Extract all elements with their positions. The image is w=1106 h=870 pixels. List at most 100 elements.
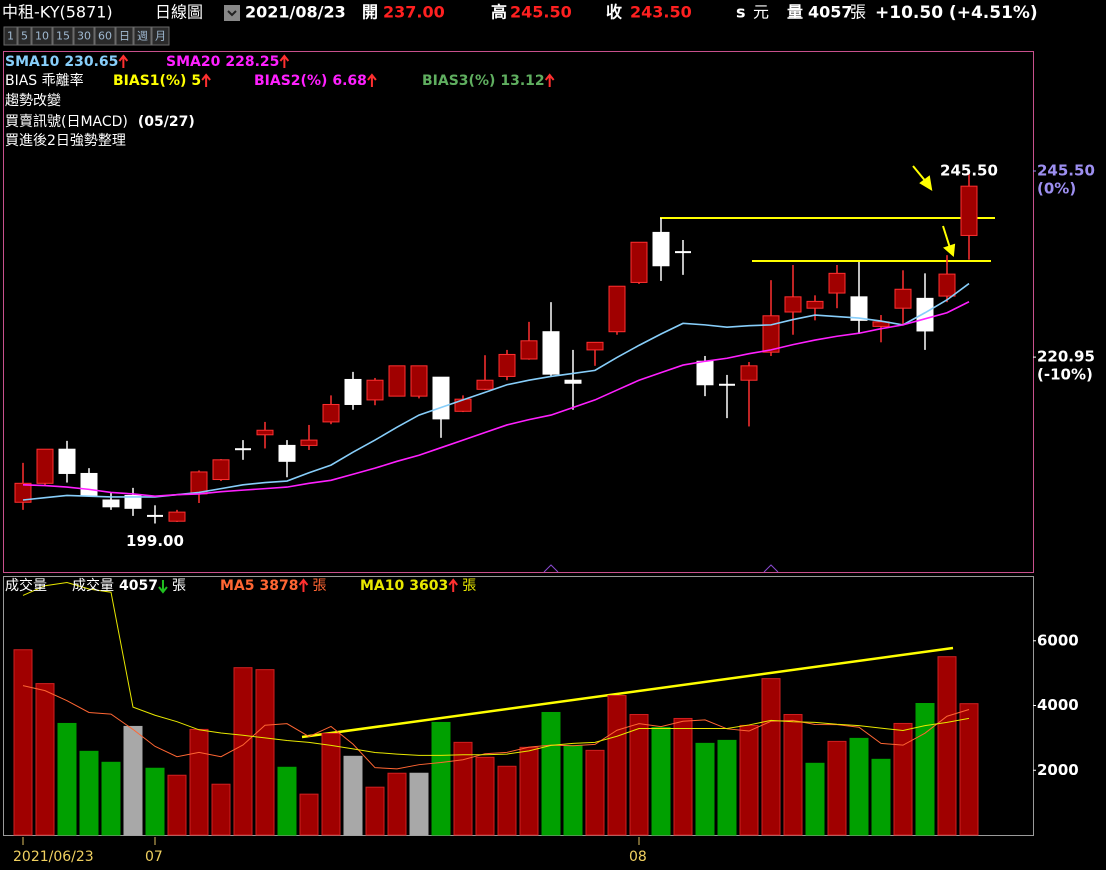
bias-label: BIAS2(%) <box>254 73 327 89</box>
x-tick-label: 08 <box>629 849 647 865</box>
up-arrow-icon <box>367 73 377 87</box>
up-arrow-icon <box>201 73 211 87</box>
y-tick-label: 245.50 <box>1037 162 1095 180</box>
volume-bar <box>123 725 143 836</box>
period-button[interactable] <box>133 26 152 46</box>
period-button[interactable] <box>17 26 32 46</box>
volume-bar <box>893 722 913 836</box>
volume-average-line <box>22 581 970 756</box>
volume-bar <box>563 744 583 836</box>
volume-trend-line <box>301 646 954 739</box>
x-tick-label: 2021/06/23 <box>13 849 94 865</box>
arrow-shaft <box>942 225 951 249</box>
up-arrow-icon <box>298 578 309 592</box>
signal-caret <box>543 564 779 573</box>
period-button-label[interactable]: 30 <box>77 30 91 43</box>
candle-body <box>322 403 340 423</box>
candle-body <box>806 300 824 309</box>
legend-value: 3603 <box>409 578 448 594</box>
period-button-label[interactable]: 1 <box>7 30 14 43</box>
volume-bar <box>365 786 385 836</box>
period-button-label[interactable]: 15 <box>56 30 70 43</box>
candle-body <box>762 315 780 353</box>
up-arrow-icon <box>544 73 555 87</box>
candle-body <box>278 444 296 462</box>
volume-label: 量 <box>787 3 803 22</box>
dropdown-box[interactable] <box>224 5 240 21</box>
period-button[interactable] <box>52 26 74 46</box>
candle-body <box>938 273 956 297</box>
volume-value: 4057 <box>808 3 853 22</box>
volume-bar <box>475 756 495 836</box>
period-button-label[interactable]: 60 <box>98 30 112 43</box>
volume-bar <box>827 740 847 836</box>
candle-body <box>564 379 582 384</box>
period-button[interactable] <box>3 26 18 46</box>
high-label: 高 <box>491 3 507 22</box>
volume-bar <box>849 737 869 836</box>
bias-value: 5 <box>191 73 201 89</box>
volume-title: 成交量 <box>5 577 47 594</box>
y-tick-label: 6000 <box>1037 631 1079 649</box>
volume-bar <box>651 726 671 836</box>
up-arrow-icon <box>448 578 458 592</box>
volume-bar <box>959 703 979 836</box>
candle-body <box>542 331 560 375</box>
volume-bar <box>409 772 429 836</box>
low-annotation: 199.00 <box>126 532 184 550</box>
period-button-label[interactable]: 5 <box>21 30 28 43</box>
volume-bar <box>277 766 297 836</box>
legend-name: SMA20 <box>166 54 221 70</box>
candle-body <box>366 379 384 401</box>
bias-value: 13.12 <box>500 73 544 89</box>
period-button[interactable] <box>151 26 170 46</box>
period-dropdown[interactable] <box>224 5 240 21</box>
candle-body <box>916 297 934 332</box>
period-button[interactable] <box>31 26 53 46</box>
volume-bar <box>211 783 231 836</box>
volume-bar <box>673 717 693 836</box>
volume-bar <box>79 750 99 836</box>
y-tick-label: 2000 <box>1037 761 1079 779</box>
volume-bar <box>453 741 473 836</box>
volume-bar <box>871 758 891 836</box>
period: 日線圖 <box>155 3 203 22</box>
up-arrow-icon <box>279 54 290 68</box>
bias-value: 6.68 <box>332 73 367 89</box>
legend-name: MA5 <box>220 578 255 594</box>
candle-body <box>960 185 978 236</box>
volume-bar <box>783 713 803 836</box>
open-label: 開 <box>362 3 378 22</box>
volume-bar <box>167 774 187 836</box>
volume-bar <box>805 762 825 836</box>
period-button[interactable] <box>94 26 116 46</box>
period-button[interactable] <box>73 26 95 46</box>
candle-body <box>740 365 758 381</box>
volume-bar <box>937 656 957 836</box>
volume-bar <box>761 678 781 836</box>
volume-bar <box>255 669 275 836</box>
bias-label: BIAS1(%) <box>113 73 186 89</box>
legend-name: SMA10 <box>5 54 60 70</box>
volume-bar <box>299 793 319 836</box>
volume-bar <box>739 724 759 836</box>
volume-bar <box>431 721 451 836</box>
moving-average-line <box>22 301 970 498</box>
volume-bar <box>13 649 33 836</box>
signal-label: 買賣訊號(日MACD) <box>5 114 128 130</box>
candle-body <box>850 296 868 321</box>
period-button[interactable] <box>115 26 134 46</box>
period-button-label[interactable]: 月 <box>155 30 166 43</box>
volume-bar <box>233 667 253 836</box>
volume-bar <box>695 742 715 836</box>
period-button-label[interactable]: 週 <box>137 30 148 43</box>
candle-body <box>36 448 54 484</box>
candle-body <box>476 379 494 390</box>
legend-value: 3878 <box>260 578 299 594</box>
period-button-label[interactable]: 10 <box>35 30 49 43</box>
candle-body <box>586 341 604 351</box>
period-button-label[interactable]: 日 <box>119 30 130 43</box>
candle-body <box>608 285 626 333</box>
candle-body <box>80 472 98 496</box>
